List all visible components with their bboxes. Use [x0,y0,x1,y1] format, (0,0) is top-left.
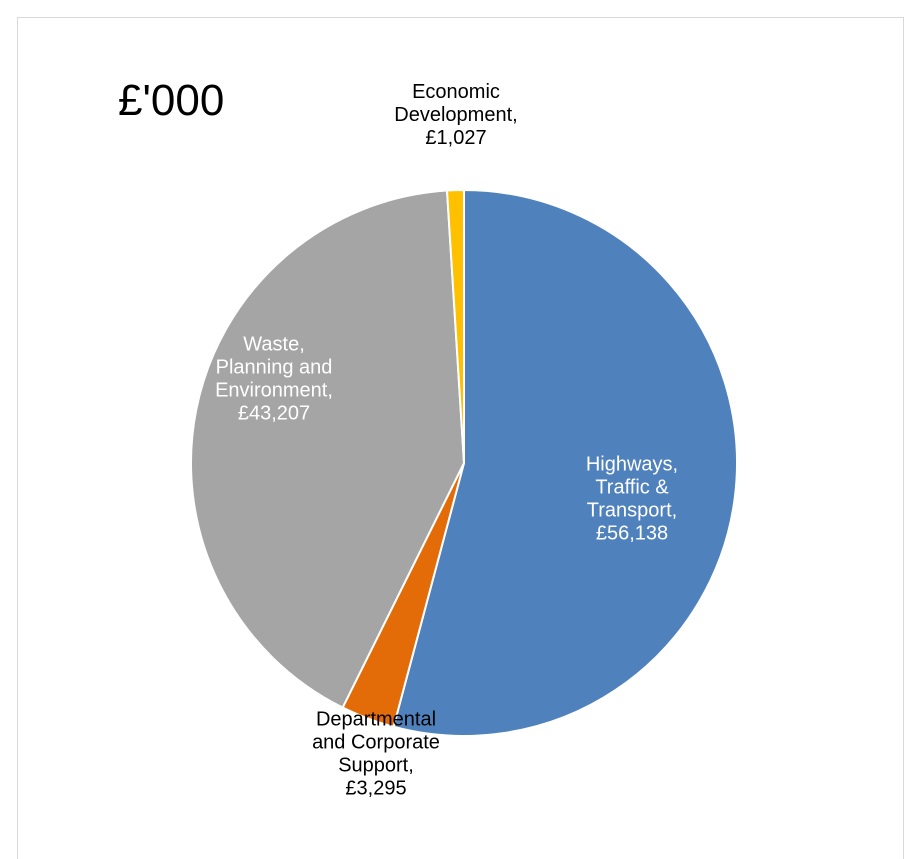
chart-title: £'000 [118,76,225,125]
data-label-departmental: Departmental and Corporate Support, £3,295 [312,709,440,800]
pie-slice-highways [392,189,738,737]
pie-slice-economic [446,189,465,464]
data-label-highways: Highways, Traffic & Transport, £56,138 [586,454,678,545]
data-label-waste: Waste, Planning and Environment, £43,207 [215,334,333,425]
pie-slice-waste [190,189,465,709]
data-label-economic: Economic Development, £1,027 [394,81,517,149]
